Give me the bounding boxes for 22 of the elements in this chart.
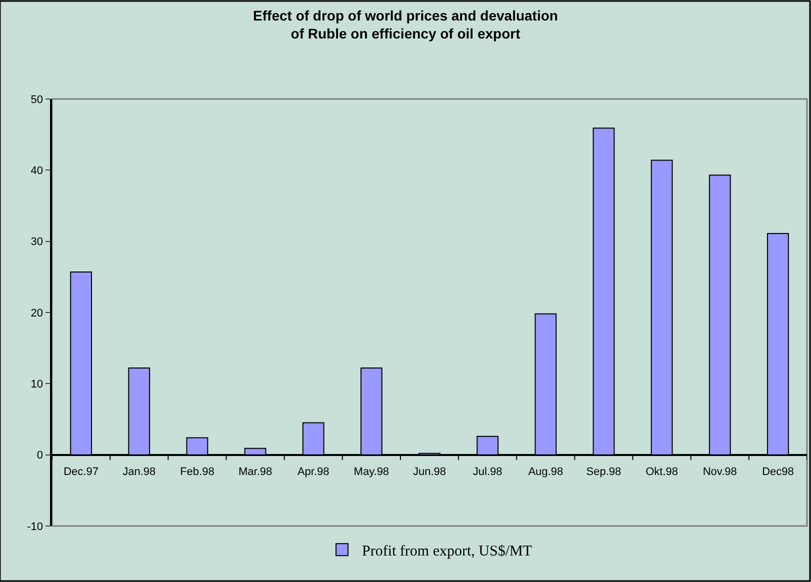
x-tick-label: May.98 — [354, 466, 390, 478]
x-tick-label: Sep.98 — [586, 466, 622, 478]
y-tick-label: 40 — [30, 165, 44, 178]
chart-title: Effect of drop of world prices and devaluation of Ruble on efficiency of oil export — [253, 7, 558, 42]
y-tick-label: -10 — [27, 520, 44, 533]
y-tick-label: 10 — [30, 378, 44, 391]
x-tick-label: Jun.98 — [412, 466, 446, 478]
x-tick-label: Jan.98 — [122, 466, 156, 478]
y-tick-label: 50 — [30, 94, 44, 106]
x-tick-label: Dec.97 — [64, 466, 98, 478]
x-tick-label: Mar.98 — [238, 466, 272, 478]
x-tick-label: Aug.98 — [528, 466, 564, 478]
x-tick-label: Dec98 — [762, 466, 794, 478]
y-tick-label: 30 — [30, 236, 44, 248]
x-tick-label: Okt.98 — [646, 466, 678, 478]
x-tick-label: Nov.98 — [702, 466, 737, 478]
x-tick-label: Jul.98 — [472, 466, 502, 478]
y-tick-label: 0 — [36, 450, 44, 462]
x-tick-label: Apr.98 — [297, 466, 330, 478]
legend-label: Profit from export, US$/MT — [362, 544, 532, 560]
y-tick-label: 20 — [30, 307, 44, 320]
x-tick-label: Feb.98 — [180, 466, 214, 478]
